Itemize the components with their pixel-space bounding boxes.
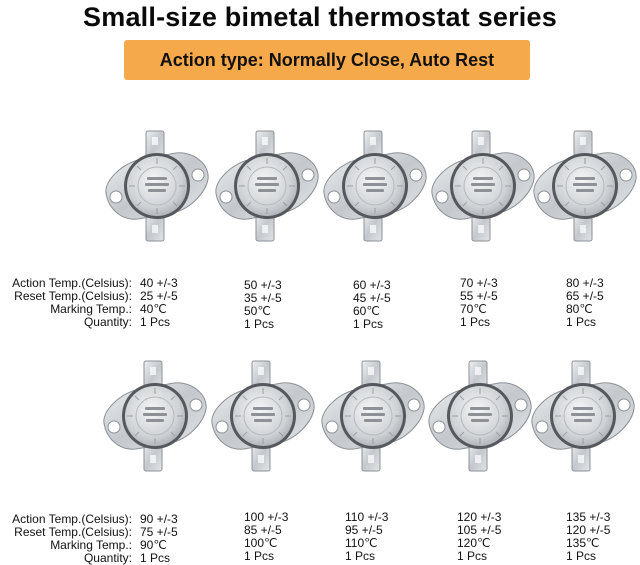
spec-110: 110 +/-3 95 +/-5 110℃ 1 Pcs [345, 511, 388, 563]
action-temp-value: 90 +/-3 [140, 512, 178, 526]
marking-temp-value: 135℃ [566, 536, 600, 550]
quantity-value: 1 Pcs [244, 317, 275, 331]
spec-135: 135 +/-3 120 +/-5 135℃ 1 Pcs [566, 511, 610, 563]
action-temp-value: 110 +/-3 [345, 510, 389, 524]
action-temp-value: 40 +/-3 [140, 276, 178, 290]
action-temp-value: 135 +/-3 [566, 510, 611, 524]
quantity-value: 1 Pcs [353, 317, 384, 331]
marking-temp-value: 100℃ [244, 536, 278, 550]
thermostat-image-50 [212, 125, 322, 245]
reset-temp-label: Reset Temp.(Celsius): [14, 289, 132, 303]
thermostat-image-40 [102, 125, 212, 245]
marking-temp-value: 90℃ [140, 538, 167, 552]
marking-temp-value: 50℃ [244, 304, 271, 318]
reset-temp-value: 45 +/-5 [353, 291, 391, 305]
page-title: Small-size bimetal thermostat series [83, 2, 557, 32]
thermostat-image-110 [318, 355, 428, 475]
marking-temp-value: 110℃ [345, 536, 378, 550]
reset-temp-value: 105 +/-5 [457, 523, 502, 537]
thermostat-image-120 [425, 355, 535, 475]
spec-50: 50 +/-3 35 +/-5 50℃ 1 Pcs [244, 279, 282, 331]
thermostat-image-70 [428, 125, 538, 245]
action-temp-value: 50 +/-3 [244, 278, 282, 292]
quantity-value: 1 Pcs [566, 549, 597, 563]
reset-temp-value: 65 +/-5 [566, 289, 604, 303]
action-temp-value: 80 +/-3 [566, 276, 604, 290]
thermostat-image-90 [100, 355, 210, 475]
spec-120: 120 +/-3 105 +/-5 120℃ 1 Pcs [457, 511, 501, 563]
reset-temp-label: Reset Temp.(Celsius): [14, 525, 132, 539]
quantity-label: Quantity: [83, 551, 132, 565]
quantity-value: 1 Pcs [457, 549, 488, 563]
thermostat-image-135 [528, 355, 638, 475]
action-temp-value: 120 +/-3 [457, 510, 502, 524]
action-temp-label: Action Temp.(Celsius): [12, 512, 132, 526]
spec-90: 90 +/-3 75 +/-5 90℃ 1 Pcs [140, 513, 178, 565]
quantity-value: 1 Pcs [244, 549, 275, 563]
reset-temp-value: 75 +/-5 [140, 525, 178, 539]
marking-temp-value: 60℃ [353, 304, 380, 318]
spec-40: 40 +/-3 25 +/-5 40℃ 1 Pcs [140, 277, 178, 329]
action-temp-value: 100 +/-3 [244, 510, 289, 524]
row-1-labels: Action Temp.(Celsius): Reset Temp.(Celsi… [0, 277, 132, 329]
thermostat-image-80 [530, 125, 640, 245]
thermostat-image-100 [208, 355, 318, 475]
marking-temp-value: 80℃ [566, 302, 593, 316]
spec-100: 100 +/-3 85 +/-5 100℃ 1 Pcs [244, 511, 288, 563]
thermostat-image-60 [320, 125, 430, 245]
spec-60: 60 +/-3 45 +/-5 60℃ 1 Pcs [353, 279, 391, 331]
marking-temp-label: Marking Temp.: [50, 538, 132, 552]
quantity-value: 1 Pcs [140, 315, 171, 329]
marking-temp-value: 40℃ [140, 302, 167, 316]
action-temp-value: 60 +/-3 [353, 278, 391, 292]
reset-temp-value: 85 +/-5 [244, 523, 282, 537]
reset-temp-value: 95 +/-5 [345, 523, 383, 537]
reset-temp-value: 120 +/-5 [566, 523, 611, 537]
action-temp-value: 70 +/-3 [460, 276, 498, 290]
quantity-value: 1 Pcs [345, 549, 376, 563]
reset-temp-value: 25 +/-5 [140, 289, 178, 303]
action-temp-label: Action Temp.(Celsius): [12, 276, 132, 290]
action-type-banner: Action type: Normally Close, Auto Rest [124, 40, 530, 80]
reset-temp-value: 35 +/-5 [244, 291, 282, 305]
marking-temp-label: Marking Temp.: [50, 302, 132, 316]
quantity-value: 1 Pcs [566, 315, 597, 329]
marking-temp-value: 120℃ [457, 536, 491, 550]
quantity-label: Quantity: [83, 315, 132, 329]
spec-80: 80 +/-3 65 +/-5 80℃ 1 Pcs [566, 277, 604, 329]
row-2-labels: Action Temp.(Celsius): Reset Temp.(Celsi… [0, 513, 132, 565]
marking-temp-value: 70℃ [460, 302, 487, 316]
quantity-value: 1 Pcs [140, 551, 171, 565]
quantity-value: 1 Pcs [460, 315, 491, 329]
reset-temp-value: 55 +/-5 [460, 289, 498, 303]
spec-70: 70 +/-3 55 +/-5 70℃ 1 Pcs [460, 277, 498, 329]
